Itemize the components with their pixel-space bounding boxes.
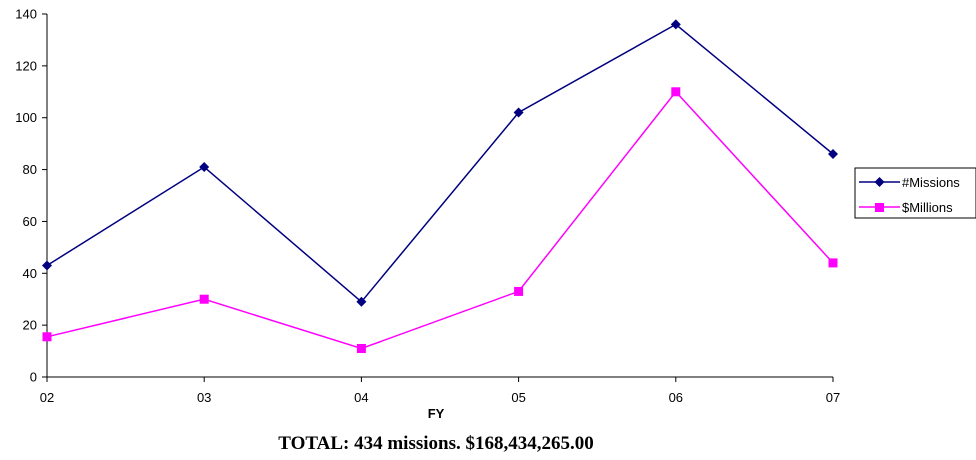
data-point-diamond [828,149,838,160]
series-millions [42,87,838,353]
y-tick-label: 120 [15,58,37,73]
data-point-diamond [356,296,367,307]
data-point-square [199,294,209,304]
data-point-diamond [42,260,52,271]
legend-label-millions: $Millions [902,200,953,215]
data-point-diamond [670,19,681,30]
data-point-square [356,343,366,353]
x-tick-label: 03 [197,390,211,405]
data-point-diamond [513,107,524,118]
legend-label-missions: #Missions [902,175,960,190]
series-line [46,90,834,350]
y-tick-label: 60 [23,214,37,229]
y-tick-label: 20 [23,318,37,333]
total-summary-text: TOTAL: 434 missions. $168,434,265.00 [278,433,593,454]
y-tick-label: 100 [15,110,37,125]
data-point-square [514,286,524,296]
y-tick-label: 0 [30,370,37,385]
data-point-square [42,332,52,342]
x-tick-label: 06 [669,390,683,405]
tick-labels: 0 20 40 60 80 100 120 140 02 03 04 05 06 07 [15,7,840,406]
axes [42,13,834,382]
data-point-square [828,258,838,268]
series-layer [42,19,838,353]
x-tick-label: 04 [354,390,368,405]
y-tick-label: 140 [15,7,37,22]
x-tick-label: 02 [40,390,54,405]
legend: #Missions $Millions [854,167,976,219]
data-point-diamond [199,161,210,172]
data-point-square [671,87,681,97]
x-tick-label: 07 [826,390,840,405]
series-missions [42,19,838,307]
y-tick-label: 40 [23,266,37,281]
y-tick-label: 80 [23,162,37,177]
legend-marker-missions [874,177,885,187]
x-tick-label: 05 [511,390,525,405]
x-axis-title: FY [428,406,445,421]
legend-marker-millions [875,203,884,212]
series-line [46,23,834,303]
